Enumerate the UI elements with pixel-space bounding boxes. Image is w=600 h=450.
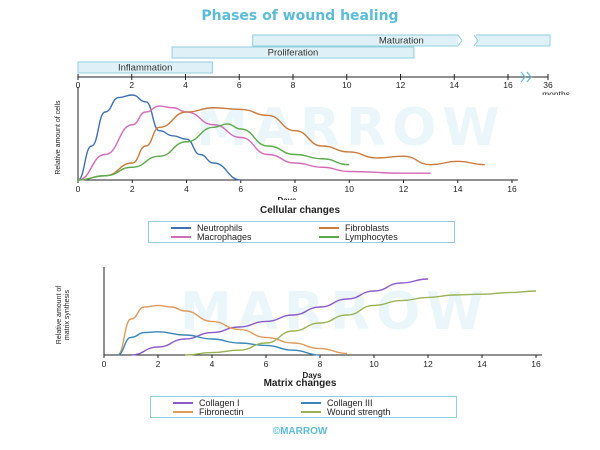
x-tick-label: 2: [156, 359, 161, 369]
top-axis-tick-label: 10: [342, 80, 352, 90]
x-tick-label: 12: [423, 359, 433, 369]
legend-label: Macrophages: [197, 232, 252, 242]
series-line-collagen-i: [130, 278, 429, 356]
legend-item-collagen-iii: Collagen III: [301, 398, 373, 408]
y-axis-label-line: matrix synthesis: [64, 289, 71, 340]
phase-label: Inflammation: [118, 63, 172, 74]
legend-item-wound-strength: Wound strength: [301, 407, 390, 417]
watermark-bottom: MARROW: [180, 282, 490, 342]
x-tick-label: 6: [264, 359, 269, 369]
top-axis-tick-label: 0: [76, 80, 81, 90]
chart1-caption: Cellular changes: [259, 205, 341, 216]
phases-timeline: Inflammation Proliferation Maturation 0 2 4 6 8…: [76, 34, 570, 95]
x-axis-label: Days: [277, 196, 297, 200]
legend-swatch: [173, 411, 193, 413]
x-tick-label: 12: [399, 184, 409, 194]
x-tick-label: 8: [293, 184, 298, 194]
phase-break-mark: [457, 34, 479, 47]
legend-cellular: Neutrophils Fibroblasts Macrophages Lymp…: [148, 221, 455, 243]
legend-swatch: [301, 402, 321, 404]
x-tick-label: 16: [531, 359, 541, 369]
y-axis-label-line: Relative amount of: [56, 286, 63, 344]
x-tick-label: 14: [477, 359, 487, 369]
series-line-collagen-iii: [117, 331, 321, 356]
legend-item-collagen-i: Collagen I: [173, 398, 240, 408]
top-axis-tick-label: 6: [237, 80, 242, 90]
top-axis-tick-label: 16: [503, 80, 513, 90]
series-line-lymphocytes: [77, 123, 350, 181]
cellular-changes-chart: 0 2 4 6 8 10 12 14 16 Days Relative amount of cell…: [55, 87, 518, 200]
legend-label: Neutrophils: [197, 223, 243, 233]
phase-label: Proliferation: [268, 48, 319, 59]
legend-swatch: [301, 411, 321, 413]
x-tick-label: 10: [345, 184, 355, 194]
top-axis-tick-label: 12: [396, 80, 406, 90]
x-tick-label: 16: [507, 184, 517, 194]
copyright-label: ©MARROW: [272, 426, 328, 437]
legend-swatch: [171, 236, 191, 238]
series-line-wound-strength: [184, 290, 537, 356]
watermark-top: MARROW: [196, 98, 506, 158]
legend-item-macrophages: Macrophages: [171, 232, 252, 242]
legend-matrix: Collagen I Collagen III Fibronectin Woun…: [150, 396, 457, 418]
legend-swatch: [173, 402, 193, 404]
x-tick-label: 6: [238, 184, 243, 194]
x-tick-label: 10: [369, 359, 379, 369]
phase-bar: [77, 61, 213, 74]
x-tick-label: 8: [318, 359, 323, 369]
series-line-fibronectin: [117, 304, 348, 356]
page-title: Phases of wound healing: [201, 8, 399, 24]
x-tick-label: 0: [102, 359, 107, 369]
x-tick-label: 2: [130, 184, 135, 194]
legend-item-neutrophils: Neutrophils: [171, 223, 243, 233]
legend-swatch: [319, 236, 339, 238]
series-line-fibroblasts: [77, 107, 485, 181]
top-axis-break: [520, 71, 532, 83]
top-axis-tick-label: 14: [450, 80, 460, 90]
legend-item-fibroblasts: Fibroblasts: [319, 223, 389, 233]
legend-label: Wound strength: [327, 407, 391, 417]
legend-label: Collagen III: [327, 398, 373, 408]
legend-label: Collagen I: [199, 398, 240, 408]
top-axis-tick-label: 2: [129, 80, 134, 90]
top-axis-end-label: 36: [543, 80, 553, 90]
series-line-macrophages: [77, 105, 431, 181]
phase-break: [458, 34, 476, 47]
legend-swatch: [319, 227, 339, 229]
x-tick-label: 4: [184, 184, 189, 194]
top-axis-end-unit: months: [542, 89, 570, 95]
legend-item-lymphocytes: Lymphocytes: [319, 232, 398, 242]
x-axis-label: Days: [302, 371, 322, 380]
top-axis-tick-label: 4: [183, 80, 188, 90]
y-axis-label-line: Relative amount of cells: [55, 100, 62, 175]
legend-label: Lymphocytes: [345, 232, 398, 242]
phase-bar: [171, 46, 415, 59]
x-tick-label: 14: [453, 184, 463, 194]
phase-label: Maturation: [379, 36, 424, 47]
top-axis-tick-label: 8: [291, 80, 296, 90]
phase-bar: [252, 34, 551, 47]
legend-item-fibronectin: Fibronectin: [173, 407, 244, 417]
series-line-neutrophils: [77, 94, 241, 181]
legend-swatch: [171, 227, 191, 229]
legend-label: Fibronectin: [199, 407, 244, 417]
x-tick-label: 0: [76, 184, 81, 194]
legend-label: Fibroblasts: [345, 223, 390, 233]
chart2-caption: Matrix changes: [263, 378, 337, 389]
x-tick-label: 4: [210, 359, 215, 369]
